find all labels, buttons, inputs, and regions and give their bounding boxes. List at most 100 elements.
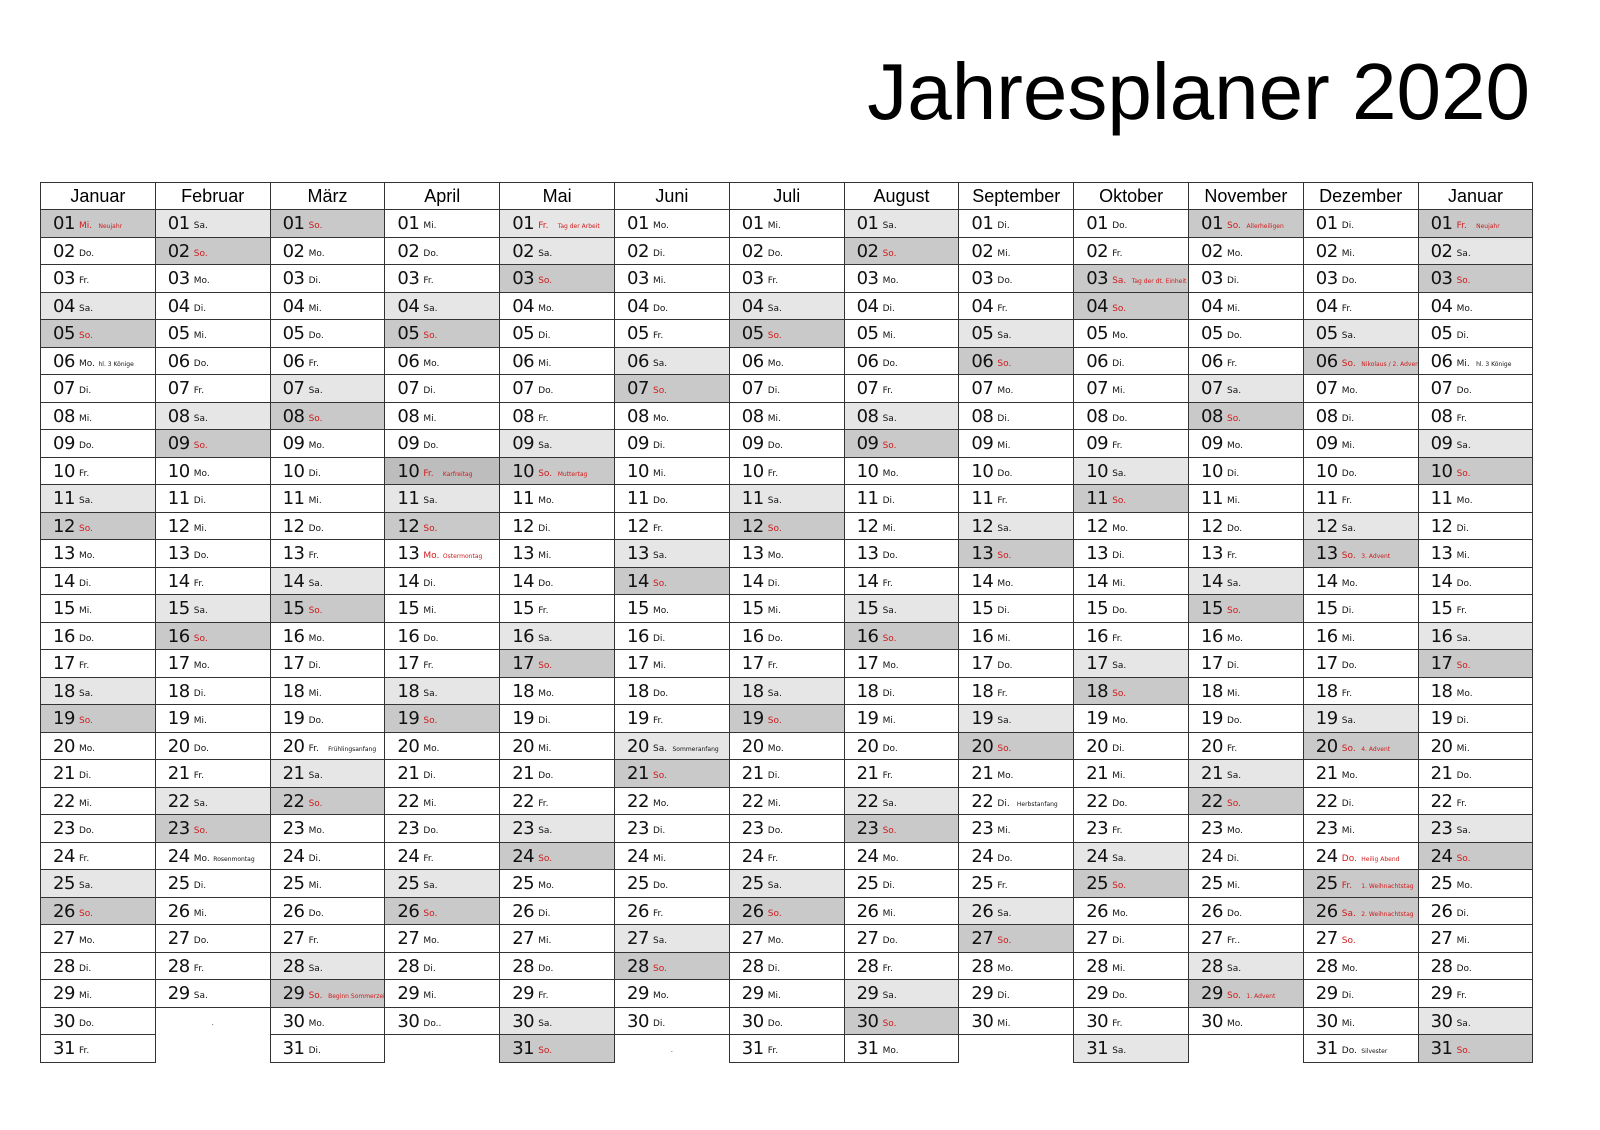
day-cell[interactable]: 27 Sa. <box>614 925 730 953</box>
day-cell[interactable]: 07 Do. <box>499 375 615 403</box>
day-cell[interactable]: 16 Do. <box>728 622 845 650</box>
day-cell[interactable]: 25 Di. <box>154 870 271 898</box>
day-cell[interactable]: 15 Do. <box>1073 595 1189 623</box>
day-cell[interactable]: 16 Sa. <box>1417 622 1534 650</box>
day-cell[interactable]: 07 Di. <box>728 375 845 403</box>
day-cell[interactable]: 31 Fr. <box>40 1035 156 1063</box>
day-cell[interactable]: 03 Di. <box>1188 265 1304 293</box>
day-cell[interactable]: 04 Mo. <box>1417 292 1534 320</box>
day-cell[interactable]: 22 Mi. <box>728 787 845 815</box>
day-cell[interactable]: 31 Do. Silvester <box>1302 1035 1419 1063</box>
day-cell[interactable]: 30 Fr. <box>1073 1007 1189 1035</box>
day-cell[interactable]: 13 Di. <box>1073 540 1189 568</box>
day-cell[interactable]: 26 Mo. <box>1073 897 1189 925</box>
day-cell[interactable]: 18 Fr. <box>958 677 1075 705</box>
day-cell[interactable]: . <box>155 1008 271 1036</box>
day-cell[interactable]: 21 Fr. <box>843 760 960 788</box>
day-cell[interactable]: 31 So. <box>499 1035 615 1063</box>
day-cell[interactable]: 14 Di. <box>40 567 156 595</box>
day-cell[interactable]: 23 Sa. <box>499 815 615 843</box>
day-cell[interactable]: 30 Do. <box>728 1007 845 1035</box>
day-cell[interactable]: 27 So. <box>958 925 1075 953</box>
day-cell[interactable]: 06 Sa. <box>614 347 730 375</box>
day-cell[interactable]: 29 Sa. <box>843 980 960 1008</box>
day-cell[interactable]: 02 Sa. <box>499 237 615 265</box>
day-cell[interactable]: 26 Di. <box>499 897 615 925</box>
day-cell[interactable]: 11 Sa. <box>40 485 156 513</box>
day-cell[interactable]: 22 Mi. <box>384 787 501 815</box>
day-cell[interactable]: 10 Mi. <box>614 457 730 485</box>
day-cell[interactable]: 20 Mo. <box>40 732 156 760</box>
day-cell[interactable]: 23 Fr. <box>1073 815 1189 843</box>
day-cell[interactable]: 26 So. <box>384 897 501 925</box>
day-cell[interactable]: 09 Mi. <box>1302 430 1419 458</box>
day-cell[interactable]: 21 Sa. <box>269 760 386 788</box>
day-cell[interactable]: 16 So. <box>843 622 960 650</box>
day-cell[interactable]: 24 Fr. <box>384 842 501 870</box>
day-cell[interactable]: 05 Sa. <box>958 320 1075 348</box>
day-cell[interactable]: 08 Mi. <box>384 402 501 430</box>
day-cell[interactable]: 02 So. <box>843 237 960 265</box>
day-cell[interactable]: 30 So. <box>843 1007 960 1035</box>
day-cell[interactable]: 10 Do. <box>958 457 1075 485</box>
day-cell[interactable]: 14 Sa. <box>1188 567 1304 595</box>
day-cell[interactable]: 28 Di. <box>728 952 845 980</box>
day-cell[interactable]: 13 Mi. <box>1417 540 1534 568</box>
day-cell[interactable]: 13 Mi. <box>499 540 615 568</box>
day-cell[interactable]: 15 Sa. <box>843 595 960 623</box>
day-cell[interactable]: 20 Do. <box>154 732 271 760</box>
day-cell[interactable]: 16 Mo. <box>269 622 386 650</box>
day-cell[interactable]: 08 Sa. <box>154 402 271 430</box>
day-cell[interactable]: 23 Mi. <box>1302 815 1419 843</box>
day-cell[interactable]: 05 Sa. <box>1302 320 1419 348</box>
day-cell[interactable]: 14 Do. <box>1417 567 1534 595</box>
day-cell[interactable]: 12 Sa. <box>1302 512 1419 540</box>
day-cell[interactable]: 01 Sa. <box>154 210 271 238</box>
day-cell[interactable]: 08 Mi. <box>40 402 156 430</box>
day-cell[interactable]: 27 Fr.. <box>1188 925 1304 953</box>
day-cell[interactable]: 12 So. <box>40 512 156 540</box>
day-cell[interactable]: 18 Mi. <box>1188 677 1304 705</box>
day-cell[interactable]: 02 Do. <box>728 237 845 265</box>
day-cell[interactable]: 07 Do. <box>1417 375 1534 403</box>
day-cell[interactable]: 05 Do. <box>269 320 386 348</box>
day-cell[interactable]: 10 Mo. <box>843 457 960 485</box>
day-cell[interactable]: 21 Mo. <box>1302 760 1419 788</box>
day-cell[interactable]: 26 Mi. <box>154 897 271 925</box>
day-cell[interactable]: 13 Fr. <box>1188 540 1304 568</box>
day-cell[interactable]: 22 So. <box>269 787 386 815</box>
day-cell[interactable]: 02 Sa. <box>1417 237 1534 265</box>
day-cell[interactable]: 12 So. <box>384 512 501 540</box>
day-cell[interactable]: 15 Mi. <box>40 595 156 623</box>
day-cell[interactable]: 10 Sa. <box>1073 457 1189 485</box>
day-cell[interactable]: 11 Fr. <box>958 485 1075 513</box>
day-cell[interactable]: 04 Sa. <box>384 292 501 320</box>
day-cell[interactable]: 09 Mi. <box>958 430 1075 458</box>
day-cell[interactable]: 25 Sa. <box>384 870 501 898</box>
day-cell[interactable]: 27 Mo. <box>384 925 501 953</box>
day-cell[interactable]: 01 Di. <box>958 210 1075 238</box>
day-cell[interactable]: 11 Mi. <box>1188 485 1304 513</box>
day-cell[interactable]: 23 So. <box>154 815 271 843</box>
day-cell[interactable]: 11 Mo. <box>499 485 615 513</box>
day-cell[interactable]: 08 Di. <box>1302 402 1419 430</box>
day-cell[interactable]: 21 Mo. <box>958 760 1075 788</box>
day-cell[interactable]: 04 Mo. <box>499 292 615 320</box>
day-cell[interactable]: 23 Sa. <box>1417 815 1534 843</box>
day-cell[interactable]: 20 So. <box>958 732 1075 760</box>
day-cell[interactable]: 07 Mo. <box>1302 375 1419 403</box>
day-cell[interactable]: 14 So. <box>614 567 730 595</box>
day-cell[interactable]: 02 Di. <box>614 237 730 265</box>
day-cell[interactable]: 08 Mo. <box>614 402 730 430</box>
day-cell[interactable]: 10 Fr. <box>728 457 845 485</box>
day-cell[interactable]: 02 Mi. <box>958 237 1075 265</box>
day-cell[interactable]: 06 Fr. <box>1188 347 1304 375</box>
day-cell[interactable]: 18 Sa. <box>40 677 156 705</box>
day-cell[interactable]: 15 So. <box>1188 595 1304 623</box>
day-cell[interactable]: 24 Do. <box>958 842 1075 870</box>
day-cell[interactable]: 24 Fr. <box>40 842 156 870</box>
day-cell[interactable]: 18 Mo. <box>499 677 615 705</box>
day-cell[interactable]: 15 Sa. <box>154 595 271 623</box>
day-cell[interactable]: 24 Fr. <box>728 842 845 870</box>
day-cell[interactable]: 14 Fr. <box>154 567 271 595</box>
